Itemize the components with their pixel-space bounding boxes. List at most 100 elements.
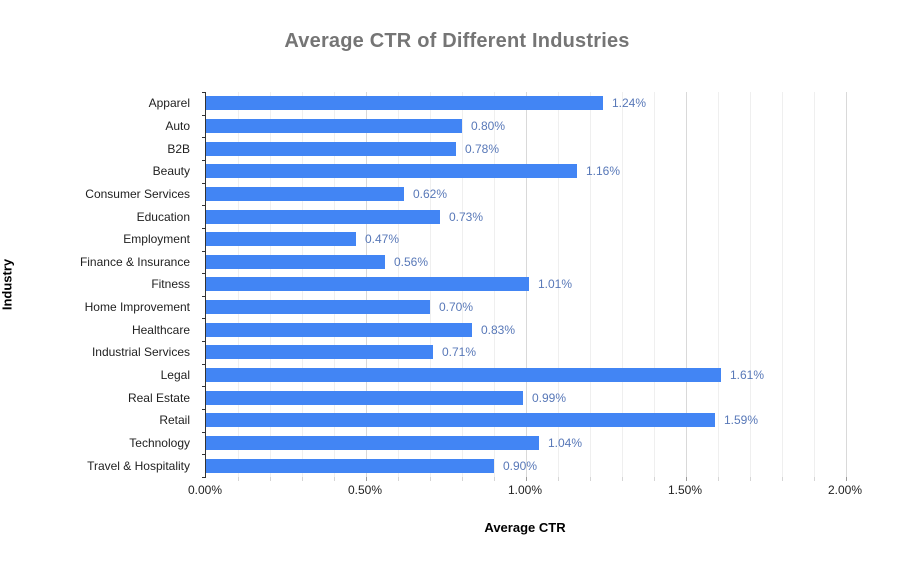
- y-axis-tick-mark: [202, 205, 206, 206]
- data-label: 0.99%: [532, 390, 567, 405]
- x-axis-tick-label: 1.50%: [667, 483, 703, 497]
- bar-travel-hospitality: [206, 458, 494, 473]
- y-axis-tick-mark: [202, 228, 206, 229]
- data-label: 0.83%: [481, 322, 516, 337]
- bar-healthcare: [206, 322, 472, 337]
- y-axis-tick-mark: [202, 341, 206, 342]
- category-label: Healthcare: [131, 322, 190, 337]
- minor-gridline: [654, 92, 655, 477]
- x-axis-tick-mark: [654, 477, 655, 481]
- category-label: Auto: [165, 118, 190, 133]
- x-axis-tick-mark: [718, 477, 719, 481]
- bar-row: 1.04%: [206, 432, 846, 455]
- data-label: 1.04%: [548, 436, 583, 451]
- data-label: 1.61%: [730, 368, 765, 383]
- bar-auto: [206, 118, 462, 133]
- x-axis-tick-mark: [302, 477, 303, 481]
- bar-row: 0.90%: [206, 454, 846, 477]
- bar-apparel: [206, 96, 603, 111]
- data-label: 1.59%: [724, 413, 759, 428]
- bar-row: 0.80%: [206, 115, 846, 138]
- data-label: 0.70%: [439, 300, 474, 315]
- category-label: Travel & Hospitality: [87, 458, 190, 473]
- bar-beauty: [206, 164, 577, 179]
- bar-row: 0.70%: [206, 296, 846, 319]
- bar-row: 0.83%: [206, 318, 846, 341]
- data-label: 1.24%: [612, 96, 647, 111]
- category-label: Finance & Insurance: [79, 254, 190, 269]
- x-axis-tick-mark: [750, 477, 751, 481]
- bar-finance-insurance: [206, 254, 385, 269]
- bar-row: 0.71%: [206, 341, 846, 364]
- x-axis-tick-mark: [558, 477, 559, 481]
- category-label: B2B: [167, 141, 190, 156]
- y-axis-tick-mark: [202, 409, 206, 410]
- data-label: 0.73%: [449, 209, 484, 224]
- bar-employment: [206, 232, 356, 247]
- data-label: 0.62%: [413, 186, 448, 201]
- data-label: 0.47%: [365, 232, 400, 247]
- y-axis-tick-mark: [202, 273, 206, 274]
- x-axis-tick-mark: [270, 477, 271, 481]
- x-axis-tick-mark: [494, 477, 495, 481]
- x-axis-tick-mark: [686, 477, 687, 481]
- bar-real-estate: [206, 390, 523, 405]
- category-label: Home Improvement: [84, 300, 190, 315]
- x-axis-title: Average CTR: [484, 520, 566, 535]
- chart-title: Average CTR of Different Industries: [284, 30, 630, 52]
- minor-gridline: [590, 92, 591, 477]
- x-axis-tick-mark: [846, 477, 847, 481]
- y-axis-tick-mark: [202, 183, 206, 184]
- category-label: Retail: [159, 413, 190, 428]
- x-axis-tick-labels: 0.00% 0.50% 1.00% 1.50% 2.00%: [0, 483, 914, 499]
- bar-consumer-services: [206, 186, 404, 201]
- y-axis-title: Industry: [0, 258, 15, 311]
- y-axis-tick-mark: [202, 115, 206, 116]
- bar-retail: [206, 413, 715, 428]
- minor-gridline: [750, 92, 751, 477]
- bar-row: 0.99%: [206, 386, 846, 409]
- x-axis-tick-label: 0.00%: [187, 483, 223, 497]
- category-label: Fitness: [151, 277, 190, 292]
- category-axis-labels: Apparel Auto B2B Beauty Consumer Services Edu…: [0, 92, 197, 477]
- bar-fitness: [206, 277, 529, 292]
- bar-row: 1.16%: [206, 160, 846, 183]
- bar-row: 1.01%: [206, 273, 846, 296]
- x-axis-tick-mark: [622, 477, 623, 481]
- y-axis-tick-mark: [202, 251, 206, 252]
- y-axis-tick-mark: [202, 92, 206, 93]
- minor-gridline: [718, 92, 719, 477]
- y-axis-tick-mark: [202, 318, 206, 319]
- bar-legal: [206, 368, 721, 383]
- data-label: 1.01%: [538, 277, 573, 292]
- minor-gridline: [558, 92, 559, 477]
- y-axis-tick-mark: [202, 386, 206, 387]
- y-axis-tick-mark: [202, 364, 206, 365]
- data-label: 1.16%: [586, 164, 621, 179]
- x-axis-tick-mark: [526, 477, 527, 481]
- plot-area: 1.24% 0.80% 0.78% 1.16% 0.62% 0.73% 0.47% 0.56%…: [202, 92, 847, 481]
- x-axis-tick-mark: [238, 477, 239, 481]
- x-axis-tick-mark: [430, 477, 431, 481]
- data-label: 0.56%: [394, 254, 429, 269]
- x-axis-tick-mark: [814, 477, 815, 481]
- bar-b2b: [206, 141, 456, 156]
- bar-education: [206, 209, 440, 224]
- x-axis-tick-mark: [782, 477, 783, 481]
- category-label: Consumer Services: [85, 186, 190, 201]
- bar-row: 1.61%: [206, 364, 846, 387]
- y-axis-tick-mark: [202, 296, 206, 297]
- x-axis-tick-label: 0.50%: [347, 483, 383, 497]
- x-axis-tick-mark: [462, 477, 463, 481]
- category-label: Education: [136, 209, 190, 224]
- x-axis-tick-label: 2.00%: [827, 483, 863, 497]
- bar-row: 0.47%: [206, 228, 846, 251]
- y-axis-tick-mark: [202, 137, 206, 138]
- y-axis-tick-mark: [202, 477, 206, 478]
- bar-row: 0.78%: [206, 137, 846, 160]
- category-label: Legal: [160, 368, 190, 383]
- y-axis-tick-mark: [202, 454, 206, 455]
- data-label: 0.78%: [465, 141, 500, 156]
- x-axis-tick-label: 1.00%: [507, 483, 543, 497]
